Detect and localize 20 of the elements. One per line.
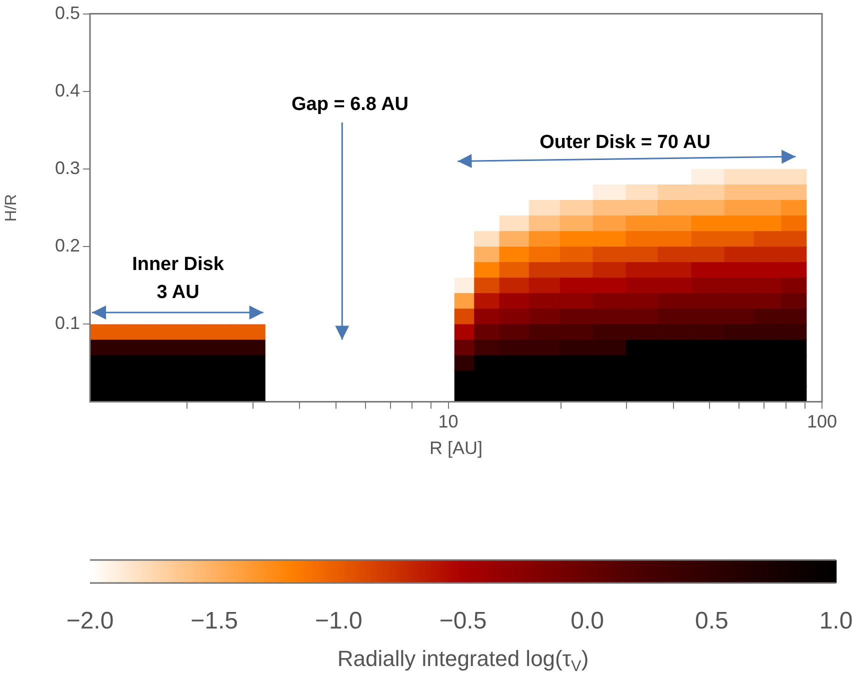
color-bar-label: −1.5 [190, 608, 238, 635]
y-tick-label: 0.3 [54, 158, 80, 178]
color-bar-label: 1.0 [819, 608, 853, 635]
y-tick-label: 0.4 [54, 80, 80, 100]
color-bar-label: −0.5 [439, 608, 487, 635]
annotation: Inner Disk [132, 254, 224, 276]
color-bar-label: −2.0 [66, 608, 114, 635]
x-tick-label: 100 [806, 412, 838, 432]
color-bar-label: 0.0 [570, 608, 604, 635]
y-tick-label: 0.1 [54, 313, 80, 334]
y-axis-title: H/R [3, 194, 20, 222]
x-axis-title: R [AU] [429, 438, 483, 458]
annotation: Gap = 6.8 AU [291, 94, 409, 116]
annotation: Outer Disk = 70 AU [540, 132, 710, 154]
y-tick-label: 0.2 [54, 236, 80, 256]
color-bar-label: −1.0 [314, 608, 362, 635]
color-bar-label: 0.5 [694, 608, 728, 635]
y-tick-label: 0.5 [54, 2, 80, 23]
annotation: 3 AU [156, 282, 200, 304]
x-tick-label: 10 [438, 412, 458, 432]
